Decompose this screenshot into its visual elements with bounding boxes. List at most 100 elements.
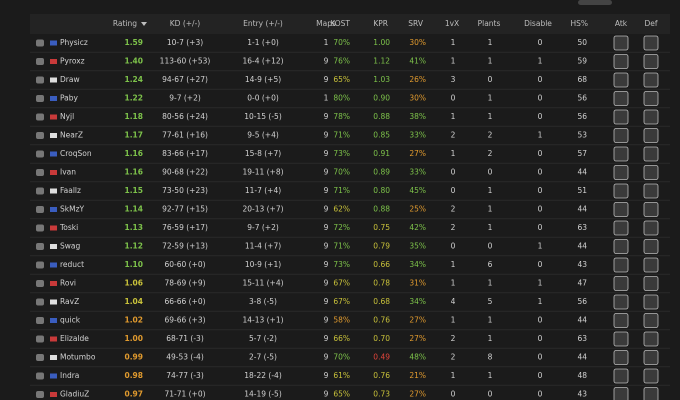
cell: 1 — [488, 94, 493, 103]
cell: 49-53 (-4) — [166, 353, 204, 362]
column-header[interactable]: Rating — [113, 19, 137, 28]
def-operator-icon — [643, 276, 659, 291]
cell: 0 — [451, 390, 456, 399]
player-name[interactable]: RavZ — [60, 297, 79, 306]
player-name[interactable]: CroqSon — [60, 149, 92, 158]
column-header[interactable]: Entry (+/-) — [243, 19, 283, 28]
column-header[interactable]: Maps — [316, 19, 336, 28]
player-name[interactable]: Ivan — [60, 168, 76, 177]
cell: 62% — [333, 205, 350, 214]
cell: 1 — [488, 316, 493, 325]
cell: 9 — [324, 242, 329, 251]
def-operator-icon — [643, 368, 659, 384]
column-header[interactable]: 1vX — [445, 19, 459, 28]
column-header[interactable]: HS% — [570, 19, 588, 28]
column-header[interactable]: Disable — [524, 19, 552, 28]
player-name[interactable]: quick — [60, 316, 81, 325]
team-logo — [36, 150, 44, 158]
player-name[interactable]: Physicz — [60, 38, 88, 47]
flag — [50, 392, 57, 397]
def-operator-icon — [643, 146, 659, 162]
flag — [50, 77, 57, 83]
column-header[interactable]: KPR — [373, 19, 388, 28]
cell: 58% — [333, 316, 350, 325]
atk-operator-icon — [613, 72, 629, 88]
player-name[interactable]: Pyroxz — [60, 57, 85, 66]
cell: 1.24 — [124, 75, 143, 84]
cell: 1 — [488, 57, 493, 66]
player-name[interactable]: Indra — [60, 371, 79, 380]
cell: 69-66 (+3) — [164, 316, 205, 325]
player-name[interactable]: Swag — [60, 242, 80, 251]
cell: 78% — [333, 112, 350, 121]
cell: 9 — [324, 279, 329, 288]
column-header[interactable]: SRV — [408, 19, 424, 28]
column-header[interactable]: KD (+/-) — [170, 19, 201, 28]
player-name[interactable]: Rovi — [60, 279, 76, 288]
cell: 0.78 — [373, 279, 390, 288]
cell: 0.97 — [124, 390, 143, 399]
def-operator-icon — [643, 109, 659, 125]
cell: 77-61 (+16) — [162, 131, 208, 140]
cell: 9 — [324, 149, 329, 158]
cell: 9 — [324, 223, 329, 232]
cell: 65% — [333, 75, 350, 84]
cell: 67% — [333, 297, 350, 306]
def-operator-icon — [643, 313, 659, 328]
cell: 1 — [538, 57, 543, 66]
cell: 0.68 — [373, 297, 390, 306]
cell: 80% — [333, 94, 350, 103]
cell: 71% — [333, 242, 350, 251]
flag — [50, 188, 57, 194]
flag — [50, 355, 57, 360]
team-logo — [36, 95, 44, 102]
player-name[interactable]: Draw — [60, 75, 80, 84]
cell: 1 — [488, 205, 493, 214]
player-name[interactable]: NearZ — [60, 131, 83, 140]
cell: 35% — [409, 242, 426, 251]
cell: 71% — [333, 131, 350, 140]
toggle[interactable] — [578, 0, 612, 5]
team-logo — [36, 391, 44, 398]
cell: 30% — [409, 94, 426, 103]
def-operator-icon — [643, 91, 659, 106]
atk-operator-icon — [613, 165, 629, 180]
column-header[interactable]: Atk — [615, 19, 628, 28]
cell: 1.15 — [124, 186, 143, 195]
player-name[interactable]: Paby — [60, 94, 79, 103]
flag — [50, 207, 57, 212]
column-header[interactable]: KOST — [330, 19, 350, 28]
player-name[interactable]: Toski — [59, 223, 78, 232]
column-header[interactable]: Plants — [478, 19, 501, 28]
cell: 66% — [333, 334, 350, 343]
cell: 44 — [577, 316, 587, 325]
cell: 0 — [538, 205, 543, 214]
player-name[interactable]: SkMzY — [60, 205, 85, 214]
player-name[interactable]: reduct — [60, 260, 84, 269]
cell: 1 — [488, 334, 493, 343]
cell: 0.49 — [373, 353, 390, 362]
cell: 1.59 — [124, 38, 143, 47]
player-name[interactable]: GladiuZ — [60, 390, 89, 399]
cell: 83-66 (+17) — [162, 149, 208, 158]
cell: 74-77 (-3) — [166, 371, 204, 380]
cell: 2 — [451, 223, 456, 232]
column-header[interactable]: Def — [644, 19, 657, 28]
player-name[interactable]: Faallz — [60, 186, 81, 195]
cell: 0.99 — [124, 353, 143, 362]
atk-operator-icon — [613, 202, 629, 217]
cell: 0 — [538, 149, 543, 158]
header-bar — [30, 14, 670, 34]
cell: 44 — [577, 353, 587, 362]
cell: 1 — [451, 38, 456, 47]
cell: 0 — [488, 390, 493, 399]
cell: 9 — [324, 260, 329, 269]
cell: 0 — [488, 242, 493, 251]
cell: 9 — [324, 297, 329, 306]
cell: 9 — [324, 205, 329, 214]
player-name[interactable]: Elizalde — [60, 334, 89, 343]
player-name[interactable]: Motumbo — [60, 353, 96, 362]
player-name[interactable]: Nyjl — [60, 112, 74, 121]
def-operator-icon — [643, 239, 659, 254]
cell: 6 — [488, 260, 493, 269]
